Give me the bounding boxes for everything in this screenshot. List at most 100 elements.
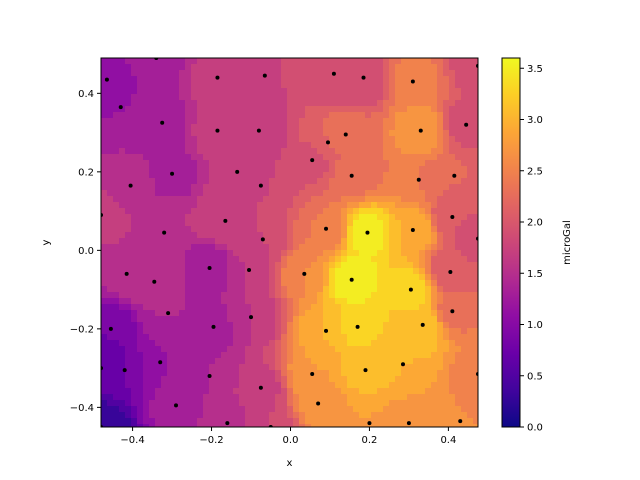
contour-cell	[209, 256, 216, 263]
contour-cell	[233, 106, 240, 113]
contour-cell	[395, 358, 402, 365]
contour-cell	[341, 154, 348, 161]
contour-cell	[461, 418, 468, 425]
contour-cell	[275, 100, 282, 107]
contour-cell	[353, 238, 360, 245]
contour-cell	[299, 58, 306, 65]
contour-cell	[443, 334, 450, 341]
contour-cell	[191, 136, 198, 143]
contour-cell	[107, 208, 114, 215]
contour-cell	[161, 148, 168, 155]
contour-cell	[221, 58, 228, 65]
contour-cell	[365, 88, 372, 95]
contour-cell	[323, 244, 330, 251]
contour-cell	[173, 202, 180, 209]
contour-cell	[305, 400, 312, 407]
contour-cell	[317, 136, 324, 143]
contour-cell	[467, 58, 474, 65]
contour-cell	[473, 106, 478, 113]
contour-cell	[437, 148, 444, 155]
contour-cell	[293, 400, 300, 407]
contour-cell	[317, 286, 324, 293]
contour-cell	[461, 376, 468, 383]
contour-cell	[161, 196, 168, 203]
contour-cell	[257, 328, 264, 335]
contour-cell	[209, 322, 216, 329]
contour-cell	[449, 250, 456, 257]
contour-cell	[365, 316, 372, 323]
contour-cell	[101, 232, 108, 239]
contour-cell	[377, 136, 384, 143]
contour-cell	[467, 256, 474, 263]
contour-cell	[293, 226, 300, 233]
contour-cell	[227, 112, 234, 119]
contour-cell	[407, 376, 414, 383]
contour-cell	[407, 160, 414, 167]
contour-cell	[335, 76, 342, 83]
contour-cell	[383, 202, 390, 209]
contour-cell	[329, 298, 336, 305]
contour-cell	[197, 370, 204, 377]
contour-cell	[179, 370, 186, 377]
contour-cell	[101, 76, 108, 83]
contour-cell	[215, 400, 222, 407]
contour-cell	[353, 424, 360, 427]
contour-cell	[221, 256, 228, 263]
contour-cell	[173, 412, 180, 419]
contour-cell	[179, 298, 186, 305]
contour-cell	[455, 244, 462, 251]
contour-cell	[239, 196, 246, 203]
contour-cell	[425, 400, 432, 407]
contour-cell	[257, 310, 264, 317]
contour-cell	[455, 172, 462, 179]
contour-cell	[107, 106, 114, 113]
contour-cell	[239, 340, 246, 347]
contour-cell	[407, 142, 414, 149]
contour-cell	[167, 130, 174, 137]
contour-cell	[335, 106, 342, 113]
contour-cell	[455, 196, 462, 203]
contour-cell	[365, 394, 372, 401]
contour-cell	[227, 100, 234, 107]
contour-cell	[365, 238, 372, 245]
contour-cell	[131, 316, 138, 323]
contour-cell	[335, 166, 342, 173]
data-points	[101, 58, 478, 427]
contour-cell	[245, 118, 252, 125]
contour-cell	[473, 280, 478, 287]
contour-cell	[167, 340, 174, 347]
contour-cell	[383, 256, 390, 263]
contour-cell	[197, 106, 204, 113]
contour-cell	[413, 280, 420, 287]
contour-cell	[449, 190, 456, 197]
contour-cell	[305, 232, 312, 239]
contour-cell	[395, 250, 402, 257]
contour-cell	[209, 118, 216, 125]
contour-cell	[383, 172, 390, 179]
contour-cell	[377, 310, 384, 317]
contour-cell	[179, 328, 186, 335]
contour-cell	[425, 250, 432, 257]
contour-cell	[203, 418, 210, 425]
contour-cell	[311, 400, 318, 407]
contour-cell	[203, 106, 210, 113]
contour-cell	[347, 394, 354, 401]
contour-cell	[389, 58, 396, 65]
contour-cell	[359, 322, 366, 329]
contour-cell	[179, 100, 186, 107]
contour-cell	[191, 292, 198, 299]
contour-cell	[239, 286, 246, 293]
contour-cell	[203, 226, 210, 233]
contour-cell	[167, 358, 174, 365]
contour-cell	[341, 196, 348, 203]
contour-cell	[107, 190, 114, 197]
contour-cell	[431, 190, 438, 197]
contour-cell	[185, 214, 192, 221]
contour-cell	[197, 316, 204, 323]
contour-cell	[155, 154, 162, 161]
contour-cell	[239, 202, 246, 209]
contour-cell	[119, 250, 126, 257]
contour-cell	[209, 316, 216, 323]
contour-cell	[335, 94, 342, 101]
contour-cell	[359, 136, 366, 143]
